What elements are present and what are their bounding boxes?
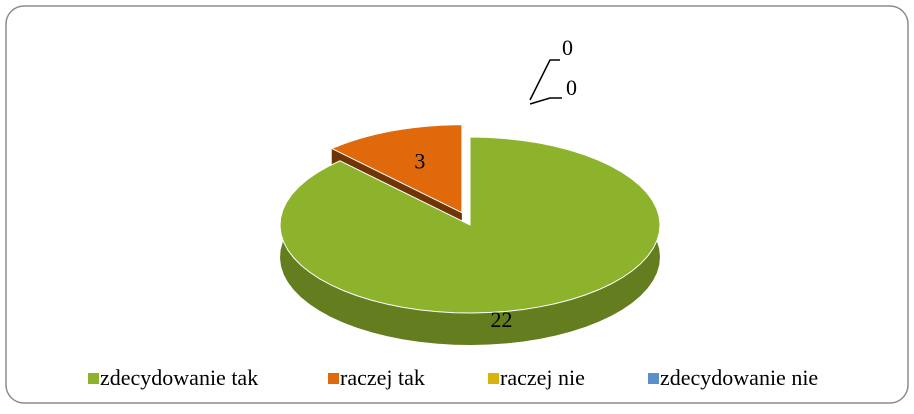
leader-line bbox=[529, 97, 562, 105]
legend-label: zdecydowanie nie bbox=[660, 365, 818, 390]
data-label: 22 bbox=[490, 307, 512, 332]
slice bbox=[330, 124, 463, 214]
legend-swatch bbox=[648, 373, 659, 384]
legend-label: raczej tak bbox=[340, 365, 425, 390]
data-label: 3 bbox=[414, 149, 425, 174]
legend-label: raczej nie bbox=[500, 365, 585, 390]
data-label: 0 bbox=[566, 75, 577, 100]
slice bbox=[279, 136, 661, 314]
legend-swatch bbox=[328, 373, 339, 384]
legend-label: zdecydowanie tak bbox=[100, 365, 258, 390]
data-label: 0 bbox=[562, 35, 573, 60]
legend-swatch bbox=[88, 373, 99, 384]
leader-line bbox=[529, 59, 560, 101]
legend-swatch bbox=[488, 373, 499, 384]
